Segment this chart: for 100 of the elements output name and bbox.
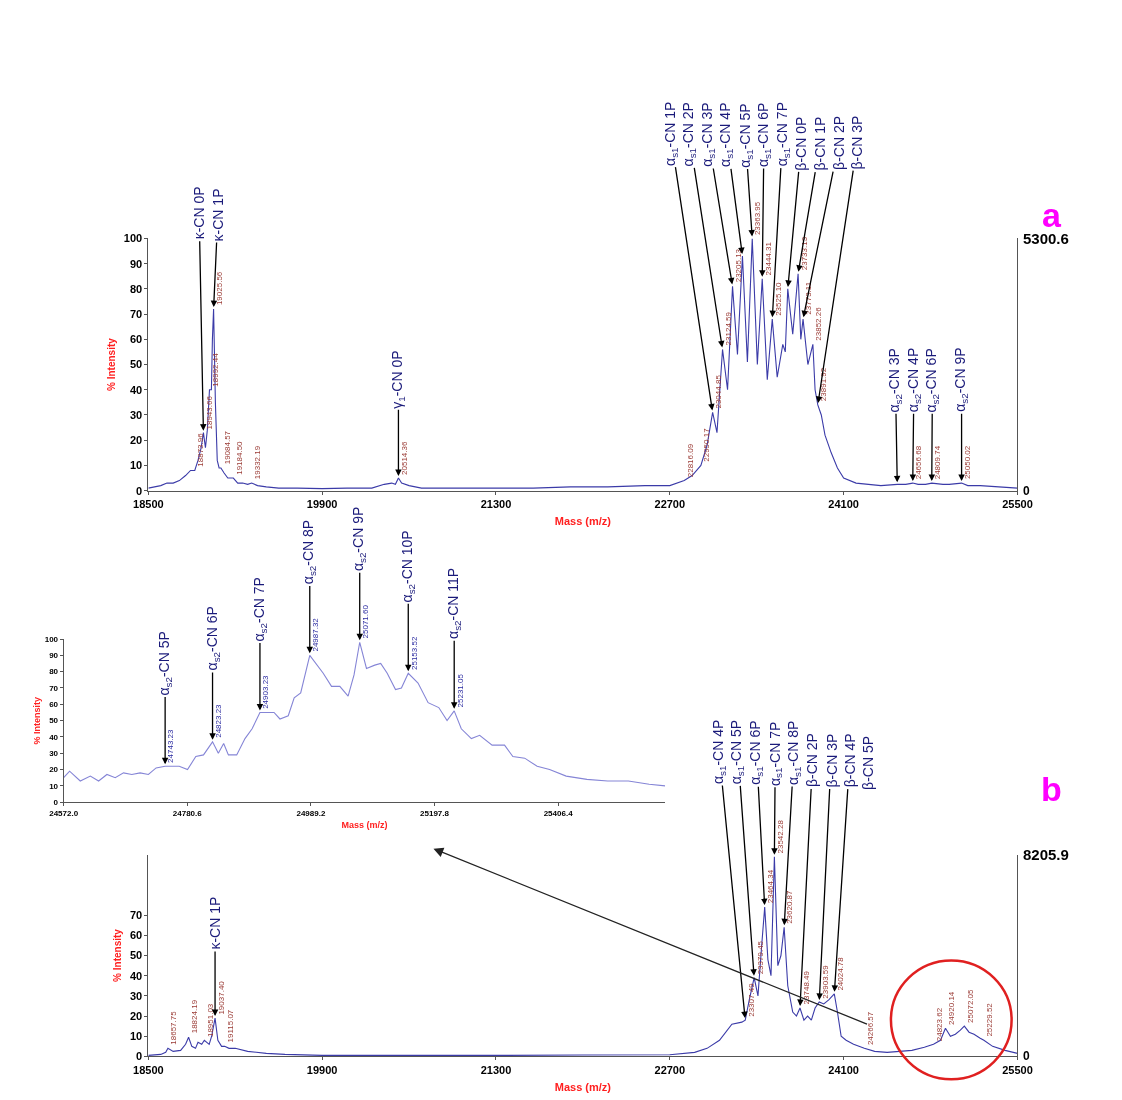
y-tick-label: 30 [49, 749, 59, 759]
x-tick-label: 18500 [133, 497, 164, 510]
y-tick-label: 30 [129, 989, 143, 1002]
annotation: 18943.66 [205, 395, 215, 430]
y-tick-label: 10 [129, 459, 143, 472]
text: 0 [1023, 484, 1030, 498]
y-tick-label: 50 [49, 716, 59, 726]
annotation: 23205.13 [733, 248, 743, 283]
y-tick-label: 60 [129, 929, 143, 942]
x-tick-label: 25500 [1002, 497, 1033, 510]
annotation: 19332.19 [253, 445, 263, 480]
annotation: 22816.09 [686, 443, 696, 478]
y-axis-title: % Intensity [105, 337, 117, 391]
y-tick-label: 0 [53, 798, 59, 808]
annotation: 23363.95 [753, 201, 763, 236]
x-tick-label: 19900 [306, 497, 338, 510]
annotation: β-CN 3P [823, 733, 840, 788]
annotation: 23852.26 [814, 306, 824, 341]
annotation: 23620.87 [785, 889, 795, 924]
y-tick-label: 100 [44, 634, 59, 644]
annotation: 23525.10 [773, 281, 783, 316]
annotation: β-CN 2P [830, 115, 847, 170]
y-tick-label: 30 [129, 408, 143, 421]
x-tick-label: 18500 [133, 1063, 164, 1076]
y-tick-label: 60 [129, 333, 143, 346]
annotation: 23733.13 [799, 236, 809, 271]
annotation: β-CN 2P [804, 733, 821, 788]
x-tick-label: 24989.2 [296, 808, 326, 818]
y-tick-label: 20 [49, 765, 59, 775]
text: β-CN 5P [859, 735, 876, 790]
annotation: 25229.52 [985, 1002, 995, 1037]
y-tick-label: 40 [129, 383, 143, 396]
annotation: β-CN 1P [812, 116, 829, 171]
y-tick-label: 40 [129, 969, 143, 982]
annotation: 25153.52 [409, 636, 419, 670]
x-tick-label: 25197.8 [420, 808, 450, 818]
annotation: κ-CN 0P [190, 186, 207, 240]
annotation: 22950.17 [702, 427, 711, 462]
y-tick-label: 90 [49, 651, 59, 661]
annotation: 24743.23 [166, 728, 176, 763]
annotation: 18992.44 [211, 352, 221, 387]
text: 8205.9 [1023, 846, 1069, 863]
annotation: 24024.78 [836, 956, 845, 991]
annotation: 23379.45 [756, 940, 766, 975]
y-tick-label: 50 [129, 949, 143, 962]
x-tick-label: 22700 [654, 497, 686, 510]
y-tick-label: 10 [49, 781, 59, 791]
annotation: κ-CN 1P [207, 896, 224, 950]
annotation: 18951.03 [205, 1003, 215, 1038]
x-tick-label: 25500 [1002, 1063, 1033, 1076]
annotation: κ-CN 1P [210, 188, 227, 242]
y-tick-label: 20 [129, 1009, 143, 1022]
x-tick-label: 25406.4 [543, 808, 574, 818]
y-tick-label: 70 [129, 909, 143, 922]
x-tick-label: 21300 [480, 497, 512, 510]
annotation: 18873.96 [195, 432, 205, 467]
annotation: 19037.40 [216, 980, 226, 1015]
annotation: 23444.31 [764, 241, 773, 276]
y-tick-label: 80 [49, 667, 59, 677]
annotation: 25071.60 [361, 604, 370, 639]
annotation: 20514.36 [399, 441, 409, 475]
annotation: 23124.59 [723, 311, 733, 346]
annotation: 23748.49 [801, 970, 811, 1005]
annotation: 23464.34 [766, 869, 776, 904]
y-tick-label: 80 [129, 282, 143, 295]
annotation: 18657.75 [169, 1010, 179, 1045]
y-tick-label: 70 [129, 307, 143, 320]
y-tick-label: 10 [129, 1030, 143, 1043]
annotation: β-CN 4P [842, 733, 859, 788]
annotation: 23542.28 [776, 819, 786, 854]
annotation: 24920.14 [946, 991, 956, 1026]
annotation: 24266.57 [865, 1011, 875, 1046]
x-axis-title: Mass (m/z) [554, 1080, 612, 1093]
annotation: 24656.68 [914, 445, 924, 480]
annotation: 25231.05 [455, 673, 465, 708]
x-tick-label: 21300 [480, 1063, 512, 1076]
annotation: 19025.56 [215, 271, 225, 306]
y-tick-label: 0 [136, 1050, 143, 1063]
annotation: 19084.57 [222, 430, 232, 465]
chart-title: b [1041, 770, 1062, 808]
y-axis-title: % Intensity [32, 696, 43, 745]
y-axis-title: % Intensity [111, 928, 123, 982]
x-tick-label: 24100 [828, 497, 859, 510]
x-tick-label: 24100 [828, 1063, 859, 1076]
y-tick-label: 100 [123, 232, 143, 245]
annotation: 19184.50 [234, 440, 244, 475]
x-axis-title: Mass (m/z) [554, 515, 612, 528]
annotation: β-CN 0P [792, 116, 809, 171]
y-tick-label: 40 [49, 732, 59, 742]
annotation: 23903.59 [820, 964, 830, 999]
annotation: 23307.49 [746, 982, 756, 1017]
annotation: 19115.07 [225, 1009, 235, 1043]
y-tick-label: 0 [136, 484, 143, 497]
annotation: 23891.92 [819, 367, 829, 402]
text: 0 [1023, 1049, 1030, 1063]
y-tick-label: 90 [129, 257, 143, 270]
y-tick-label: 50 [129, 358, 143, 371]
annotation: β-CN 3P [849, 115, 866, 170]
x-tick-label: 22700 [654, 1063, 686, 1076]
x-tick-label: 19900 [306, 1063, 338, 1076]
